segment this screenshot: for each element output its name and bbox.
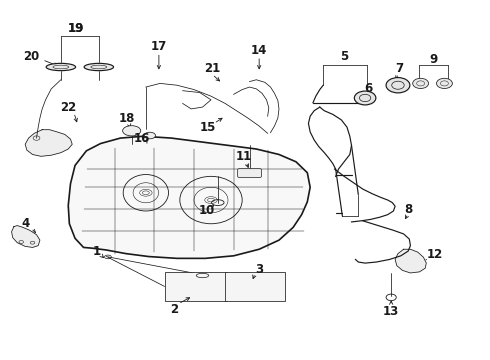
Text: 10: 10 <box>198 204 215 217</box>
Text: 11: 11 <box>236 150 252 163</box>
Text: 6: 6 <box>365 82 372 95</box>
Ellipse shape <box>84 63 114 71</box>
Text: 3: 3 <box>255 263 263 276</box>
Text: 19: 19 <box>68 22 84 35</box>
Ellipse shape <box>413 78 429 89</box>
Text: 22: 22 <box>60 100 76 114</box>
Text: 21: 21 <box>204 62 221 75</box>
Text: 7: 7 <box>395 62 403 75</box>
Text: 14: 14 <box>251 44 268 57</box>
Polygon shape <box>25 130 72 156</box>
Text: 17: 17 <box>151 40 167 53</box>
FancyBboxPatch shape <box>225 272 285 301</box>
Text: 4: 4 <box>21 217 29 230</box>
Text: 12: 12 <box>427 248 443 261</box>
FancyBboxPatch shape <box>238 169 262 177</box>
Ellipse shape <box>437 78 452 89</box>
FancyBboxPatch shape <box>165 272 227 301</box>
Text: 15: 15 <box>200 121 217 134</box>
Ellipse shape <box>144 132 155 139</box>
Text: 13: 13 <box>383 305 399 318</box>
Text: 16: 16 <box>134 132 150 145</box>
Text: 19: 19 <box>68 22 84 35</box>
Text: 2: 2 <box>170 303 178 316</box>
Ellipse shape <box>386 77 410 93</box>
Ellipse shape <box>122 126 141 136</box>
Text: 9: 9 <box>429 53 437 66</box>
Text: 8: 8 <box>404 203 412 216</box>
Text: 20: 20 <box>23 50 39 63</box>
Ellipse shape <box>46 63 75 71</box>
Text: 18: 18 <box>119 112 135 125</box>
Text: 1: 1 <box>93 244 100 257</box>
Polygon shape <box>395 249 426 273</box>
Text: 5: 5 <box>340 50 348 63</box>
Polygon shape <box>12 226 40 247</box>
Ellipse shape <box>354 91 376 105</box>
Polygon shape <box>68 136 310 258</box>
